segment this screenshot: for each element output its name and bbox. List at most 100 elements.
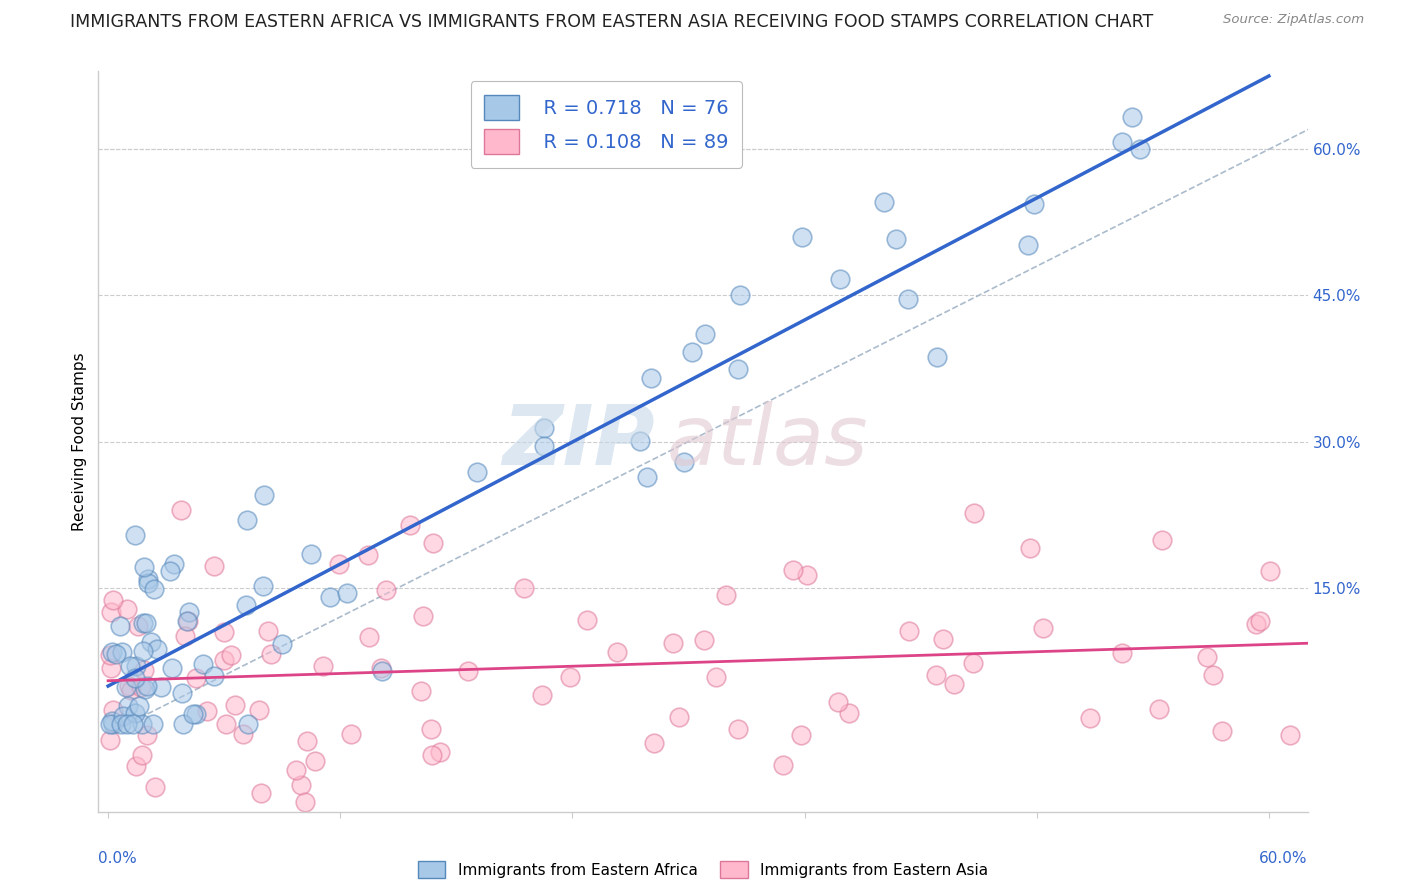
Point [98, 733, 121, 747]
Point [135, 728, 157, 742]
Point [925, 667, 948, 681]
Point [1149, 702, 1171, 716]
Point [250, 786, 273, 800]
Point [576, 613, 599, 627]
Point [143, 780, 166, 794]
Point [640, 371, 662, 385]
Point [132, 644, 155, 658]
Point [465, 465, 488, 479]
Point [1152, 533, 1174, 547]
Point [150, 680, 173, 694]
Point [195, 704, 218, 718]
Point [131, 717, 153, 731]
Point [312, 658, 335, 673]
Point [294, 795, 316, 809]
Point [184, 707, 207, 722]
Point [1121, 110, 1143, 124]
Point [782, 563, 804, 577]
Point [177, 605, 200, 619]
Point [139, 635, 162, 649]
Text: atlas: atlas [666, 401, 869, 482]
Point [117, 699, 139, 714]
Legend: Immigrants from Eastern Africa, Immigrants from Eastern Asia: Immigrants from Eastern Africa, Immigran… [412, 855, 994, 884]
Text: ZIP: ZIP [502, 401, 655, 482]
Point [176, 614, 198, 628]
Point [232, 727, 254, 741]
Point [115, 717, 138, 731]
Point [170, 686, 193, 700]
Point [662, 636, 685, 650]
Point [560, 670, 582, 684]
Point [704, 669, 727, 683]
Point [370, 661, 392, 675]
Point [236, 717, 259, 731]
Point [1244, 616, 1267, 631]
Point [163, 557, 186, 571]
Point [339, 727, 361, 741]
Text: Source: ZipAtlas.com: Source: ZipAtlas.com [1223, 13, 1364, 27]
Point [236, 513, 259, 527]
Point [111, 645, 134, 659]
Point [110, 717, 132, 731]
Point [1024, 196, 1046, 211]
Point [101, 714, 124, 729]
Point [181, 707, 204, 722]
Point [1111, 135, 1133, 149]
Point [134, 681, 156, 696]
Point [318, 590, 340, 604]
Point [260, 648, 283, 662]
Point [253, 488, 276, 502]
Point [606, 645, 628, 659]
Point [932, 632, 955, 647]
Y-axis label: Receiving Food Stamps: Receiving Food Stamps [72, 352, 87, 531]
Point [681, 345, 703, 359]
Point [105, 647, 128, 661]
Point [411, 684, 433, 698]
Point [100, 660, 122, 674]
Point [162, 661, 184, 675]
Point [838, 706, 860, 721]
Legend:   R = 0.718   N = 76,   R = 0.108   N = 89: R = 0.718 N = 76, R = 0.108 N = 89 [471, 81, 742, 168]
Point [1032, 621, 1054, 635]
Point [159, 564, 181, 578]
Point [672, 455, 695, 469]
Point [512, 582, 534, 596]
Point [1195, 650, 1218, 665]
Point [375, 583, 398, 598]
Text: 60.0%: 60.0% [1260, 851, 1308, 865]
Point [897, 292, 920, 306]
Point [897, 624, 920, 639]
Point [693, 326, 716, 341]
Point [828, 272, 851, 286]
Point [943, 677, 966, 691]
Point [636, 469, 658, 483]
Point [101, 717, 124, 731]
Point [533, 439, 555, 453]
Point [873, 195, 896, 210]
Point [124, 528, 146, 542]
Point [429, 745, 451, 759]
Point [129, 680, 152, 694]
Text: 0.0%: 0.0% [98, 851, 138, 865]
Point [299, 547, 322, 561]
Point [146, 642, 169, 657]
Point [290, 778, 312, 792]
Point [419, 722, 441, 736]
Point [533, 420, 555, 434]
Point [1211, 724, 1233, 739]
Point [1258, 564, 1281, 578]
Point [728, 288, 751, 302]
Point [124, 759, 146, 773]
Point [295, 734, 318, 748]
Point [827, 696, 849, 710]
Point [1017, 238, 1039, 252]
Point [124, 671, 146, 685]
Point [927, 351, 949, 365]
Point [884, 232, 907, 246]
Point [186, 671, 208, 685]
Point [128, 699, 150, 714]
Point [398, 518, 420, 533]
Point [120, 682, 142, 697]
Point [357, 549, 380, 563]
Point [1279, 728, 1302, 742]
